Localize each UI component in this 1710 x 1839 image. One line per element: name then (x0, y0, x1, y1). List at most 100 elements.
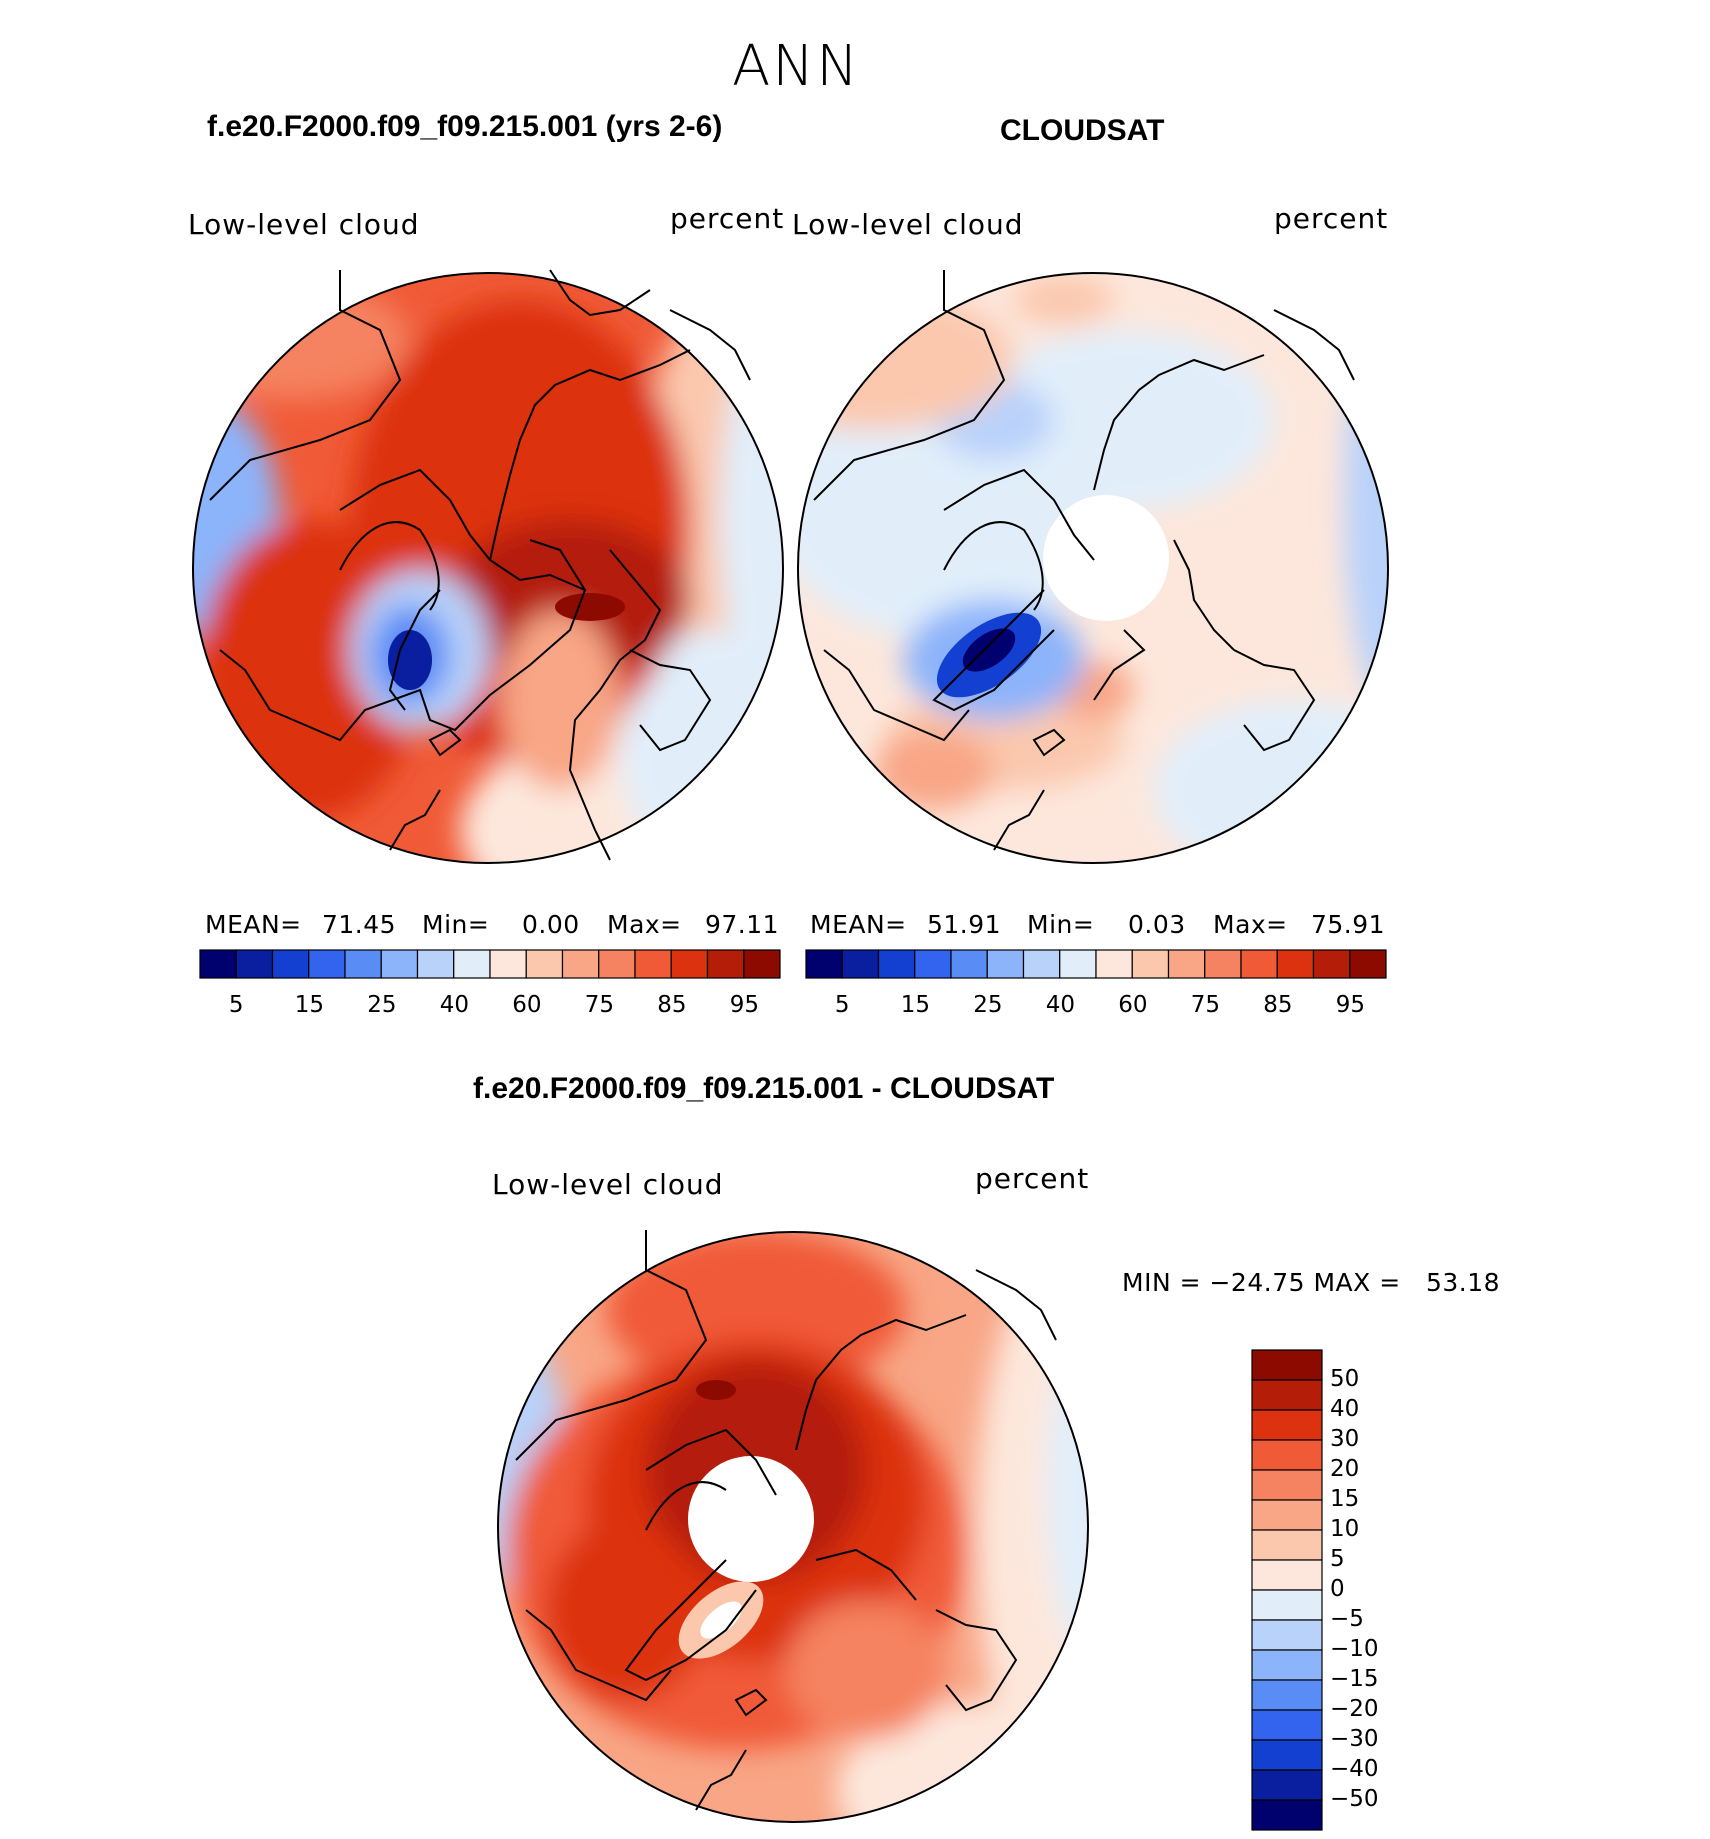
panel-2-coastlines (813, 270, 1355, 851)
panel-1-colorbar-tick-label: 5 (228, 992, 244, 1018)
panel-1-colorbar-box (416, 949, 455, 979)
diff-colorbar-box (1251, 1499, 1323, 1531)
panel-1-colorbar-tick-label: 40 (439, 992, 470, 1018)
panel-1-units-label: percent (670, 202, 785, 235)
diff-colorbar-tick-label: −15 (1330, 1666, 1379, 1692)
diff-colorbar-tick-label: 50 (1330, 1366, 1360, 1392)
panel-1-colorbar-box (561, 949, 600, 979)
diff-colorbar-tick-label: −20 (1330, 1696, 1379, 1722)
panel-1-colorbar-tick-label: 85 (657, 992, 687, 1018)
diff-title: f.e20.F2000.f09_f09.215.001 - CLOUDSAT (473, 1072, 1055, 1105)
panel-2-colorbar-box (1059, 949, 1097, 979)
panel-2-colorbar-tick-label: 15 (900, 992, 931, 1018)
diff-colorbar-box (1251, 1679, 1323, 1711)
panel-2-colorbar-box (1204, 949, 1242, 979)
panel-1-max-value: 97.11 (705, 910, 780, 939)
panel-1-variable-label: Low-level cloud (188, 208, 420, 241)
diff-colorbar-tick-label: 10 (1330, 1516, 1360, 1542)
panel-2-units-label: percent (1274, 202, 1389, 235)
panel-2-max-label: Max= (1213, 910, 1288, 939)
diff-colorbar-tick-label: −40 (1330, 1756, 1379, 1782)
diff-map (497, 1230, 1089, 1823)
panel-2-min-label: Min= (1027, 910, 1095, 939)
panel-2-colorbar-box (986, 949, 1025, 979)
diff-colorbar-box (1251, 1439, 1323, 1471)
diff-colorbar-tick-label: 20 (1330, 1456, 1360, 1482)
panel-1-colorbar-box (489, 949, 527, 979)
panel-2-colorbar-box (1095, 949, 1133, 979)
panel-1-colorbar-box (743, 949, 781, 979)
diff-colorbar-tick-label: −10 (1330, 1636, 1379, 1662)
diff-colorbar-box (1251, 1799, 1323, 1831)
panel-2-colorbar-box (841, 949, 880, 979)
diff-colorbar-tick-label: −50 (1330, 1786, 1379, 1812)
diff-colorbar-tick-label: 0 (1330, 1576, 1345, 1602)
panel-1-colorbar-tick-label: 25 (367, 992, 397, 1018)
panel-1-colorbar-box (271, 949, 310, 979)
panel-1-colorbar-box (344, 949, 382, 979)
diff-colorbar-box (1251, 1559, 1323, 1591)
panel-2-colorbar-box (1276, 949, 1315, 979)
diff-variable-label: Low-level cloud (492, 1168, 724, 1201)
panel-1-colorbar-box (380, 949, 419, 979)
panel-1-colorbar-box (235, 949, 274, 979)
panel-1-mean-label: MEAN= (205, 910, 302, 939)
panel-2-colorbar-box (1312, 949, 1351, 979)
diff-colorbar-box (1251, 1769, 1323, 1801)
panel-2-colorbar-tick-label: 95 (1335, 992, 1366, 1018)
panel-2-colorbar-tick-label: 25 (973, 992, 1003, 1018)
panel-1-colorbar-box (453, 949, 491, 979)
panel-1-case-title: f.e20.F2000.f09_f09.215.001 (yrs 2-6) (207, 110, 723, 143)
panel-2-mean-label: MEAN= (810, 910, 907, 939)
panel-2-colorbar-box (1240, 949, 1278, 979)
panel-1-colorbar-tick-label: 75 (584, 992, 615, 1018)
panel-1-min-value: 0.00 (522, 910, 580, 939)
panel-2-case-title: CLOUDSAT (1000, 114, 1165, 147)
panel-2-colorbar-box (1022, 949, 1061, 979)
panel-2-colorbar-box (1349, 949, 1387, 979)
diff-colorbar-box (1251, 1589, 1323, 1621)
diff-minmax-label: MIN = −24.75 MAX = 53.18 (1122, 1268, 1501, 1297)
panel-1-colorbar-box (199, 949, 237, 979)
diff-colorbar-box (1251, 1379, 1323, 1411)
diff-colorbar-box (1251, 1739, 1323, 1771)
diff-colorbar-box (1251, 1709, 1323, 1741)
panel-2-max-value: 75.91 (1311, 910, 1386, 939)
panel-1-min-label: Min= (422, 910, 490, 939)
panel-1-colorbar (199, 949, 781, 979)
panel-1-colorbar-box (634, 949, 672, 979)
diff-colorbar-box (1251, 1469, 1323, 1501)
diff-colorbar-tick-label: 30 (1330, 1426, 1360, 1452)
panel-1-mean-value: 71.45 (322, 910, 397, 939)
diff-colorbar-tick-label: 40 (1330, 1396, 1360, 1422)
panel-2-colorbar-box (1131, 949, 1170, 979)
diff-colorbar-tick-label: −30 (1330, 1726, 1379, 1752)
diff-units-label: percent (975, 1162, 1090, 1195)
panel-2-colorbar-box (950, 949, 988, 979)
panel-2-mean-value: 51.91 (927, 910, 1002, 939)
panel-1-colorbar-box (670, 949, 709, 979)
panel-2-colorbar-box (914, 949, 952, 979)
panel-2-colorbar-tick-label: 60 (1118, 992, 1148, 1018)
panel-1-colorbar-box (598, 949, 636, 979)
diff-colorbar-tick-label: 5 (1330, 1546, 1345, 1572)
panel-1-colorbar-tick-label: 60 (512, 992, 542, 1018)
panel-2-colorbar-box (1167, 949, 1206, 979)
panel-1-colorbar-box (525, 949, 564, 979)
diff-colorbar-box (1251, 1349, 1323, 1381)
panel-2-colorbar-tick-label: 75 (1190, 992, 1221, 1018)
diff-coastlines (515, 1230, 1057, 1811)
panel-1-coastlines (209, 269, 751, 861)
diff-colorbar-box (1251, 1529, 1323, 1561)
panel-2-colorbar-box (877, 949, 916, 979)
panel-1-map (192, 269, 784, 864)
panel-1-colorbar-box (308, 949, 346, 979)
figure-title: ANN (732, 34, 861, 99)
diff-colorbar-box (1251, 1619, 1323, 1651)
panel-2-colorbar-tick-label: 40 (1045, 992, 1076, 1018)
diff-colorbar-tick-label: −5 (1330, 1606, 1364, 1632)
panel-2-colorbar (805, 949, 1387, 979)
panel-1-colorbar-box (706, 949, 745, 979)
diff-colorbar-box (1251, 1409, 1323, 1441)
panel-2-min-value: 0.03 (1128, 910, 1186, 939)
